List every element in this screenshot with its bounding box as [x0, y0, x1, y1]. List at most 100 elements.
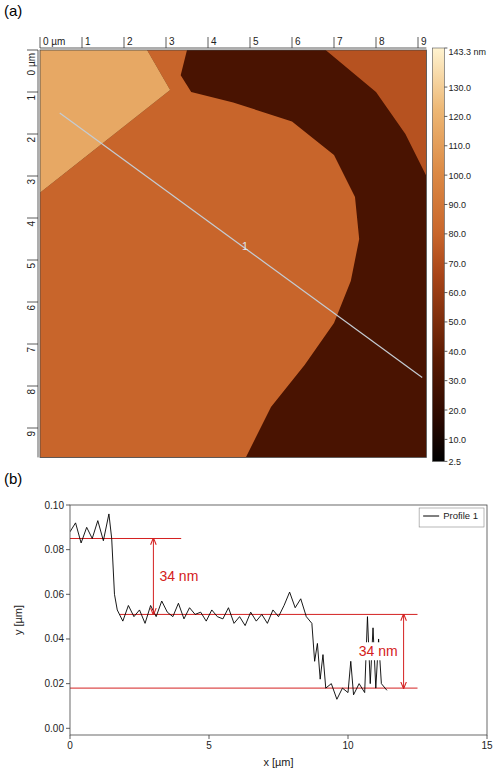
- colorbar-tick-label: 90.0: [448, 200, 466, 210]
- colorbar-tick-label: 120.0: [448, 112, 471, 122]
- colorbar: [432, 48, 444, 461]
- y-tick: [27, 386, 38, 387]
- colorbar-tick: [444, 292, 447, 293]
- x-tick-label: 0: [67, 740, 73, 751]
- x-tick-label: 9: [421, 36, 427, 47]
- x-tick: [124, 37, 125, 48]
- y-tick-label: 0.00: [45, 723, 65, 734]
- x-tick: [209, 735, 210, 739]
- panel-label: (b): [4, 470, 22, 487]
- x-tick-label: 0 µm: [43, 36, 65, 47]
- colorbar-tick-label: 100.0: [448, 171, 471, 181]
- x-tick: [166, 37, 167, 48]
- colorbar-tick: [444, 145, 447, 146]
- reference-line: [120, 614, 417, 615]
- y-tick: [27, 134, 38, 135]
- annotation-text: 34 nm: [159, 568, 198, 584]
- profile-line-label: 1: [242, 240, 248, 252]
- y-tick-label: 3: [26, 179, 37, 185]
- colorbar-tick: [444, 380, 447, 381]
- image-frame: [40, 50, 426, 457]
- colorbar-tick: [444, 461, 447, 462]
- x-tick-label: 1: [85, 36, 91, 47]
- y-tick-label: 4: [26, 221, 37, 227]
- figure: (a)10 µm1234567890 µm123456789143.3 nm13…: [0, 0, 503, 779]
- colorbar-tick-label: 30.0: [448, 376, 466, 386]
- plot-background: [70, 505, 487, 735]
- colorbar-tick-label: 110.0: [448, 141, 470, 151]
- image-area: [40, 50, 426, 457]
- colorbar-tick: [444, 204, 447, 205]
- plot-area: [70, 514, 418, 699]
- annotation-arrow: [403, 614, 404, 688]
- x-tick: [348, 735, 349, 739]
- legend-swatch: [423, 516, 439, 517]
- colorbar-tick-label: 143.3 nm: [448, 47, 486, 57]
- plot-frame: [70, 505, 487, 735]
- y-tick-label: 1: [26, 95, 37, 101]
- colorbar-tick-label: 50.0: [448, 317, 466, 327]
- y-tick-label: 6: [26, 305, 37, 311]
- height-region: [326, 50, 427, 176]
- ruler-line: [38, 50, 39, 457]
- colorbar-tick: [444, 87, 447, 88]
- y-tick-label: 0.10: [45, 500, 65, 511]
- colorbar-tick-label: 60.0: [448, 288, 466, 298]
- y-tick: [66, 683, 70, 684]
- x-tick-label: 8: [379, 36, 385, 47]
- y-tick: [66, 594, 70, 595]
- colorbar-tick: [444, 351, 447, 352]
- y-tick-label: 0.02: [45, 678, 65, 689]
- colorbar-tick: [444, 175, 447, 176]
- colorbar-tick: [444, 321, 447, 322]
- y-tick: [27, 302, 38, 303]
- x-tick: [40, 37, 41, 48]
- reference-line: [70, 538, 181, 539]
- y-tick-label: 0.04: [45, 633, 65, 644]
- x-tick: [250, 37, 251, 48]
- height-region: [40, 50, 170, 193]
- ruler-line: [40, 48, 426, 49]
- y-tick-label: 0.08: [45, 544, 65, 555]
- y-tick: [66, 505, 70, 506]
- colorbar-tick-label: 40.0: [448, 347, 466, 357]
- colorbar-tick-label: 20.0: [448, 406, 466, 416]
- height-region: [40, 50, 359, 457]
- colorbar-tick: [444, 233, 447, 234]
- y-tick-label: 2: [26, 137, 37, 143]
- x-tick: [208, 37, 209, 48]
- y-tick: [27, 344, 38, 345]
- annotations: 34 nm 34 nm: [157, 567, 399, 660]
- colorbar-tick-label: 80.0: [448, 229, 466, 239]
- colorbar-tick-label: 10.0: [448, 435, 466, 445]
- x-tick-label: 15: [481, 740, 493, 751]
- x-tick: [292, 37, 293, 48]
- colorbar-tick: [444, 263, 447, 264]
- x-tick-label: 4: [211, 36, 217, 47]
- y-tick: [66, 728, 70, 729]
- reference-line: [70, 688, 418, 689]
- annotation-text: 34 nm: [359, 643, 398, 659]
- y-tick: [27, 218, 38, 219]
- profile-curve: [70, 514, 387, 699]
- colorbar-tick: [444, 48, 447, 49]
- x-tick-label: 5: [206, 740, 212, 751]
- y-tick-label: 9: [26, 431, 37, 437]
- profile-line: [60, 113, 422, 378]
- y-tick-label: 0 µm: [26, 53, 37, 75]
- y-axis-title: y [µm]: [12, 605, 24, 635]
- x-tick: [418, 37, 419, 48]
- y-tick-label: 0.06: [45, 589, 65, 600]
- colorbar-tick-label: 2.5: [448, 457, 461, 467]
- y-tick-label: 5: [26, 263, 37, 269]
- y-tick-label: 8: [26, 389, 37, 395]
- colorbar-tick-label: 70.0: [448, 259, 466, 269]
- colorbar-tick: [444, 410, 447, 411]
- y-tick: [27, 50, 38, 51]
- y-tick: [27, 176, 38, 177]
- label-patch: [357, 642, 400, 660]
- annotation-arrow: [153, 538, 154, 614]
- label-patch: [157, 567, 200, 585]
- x-tick-label: 3: [169, 36, 175, 47]
- colorbar-tick: [444, 439, 447, 440]
